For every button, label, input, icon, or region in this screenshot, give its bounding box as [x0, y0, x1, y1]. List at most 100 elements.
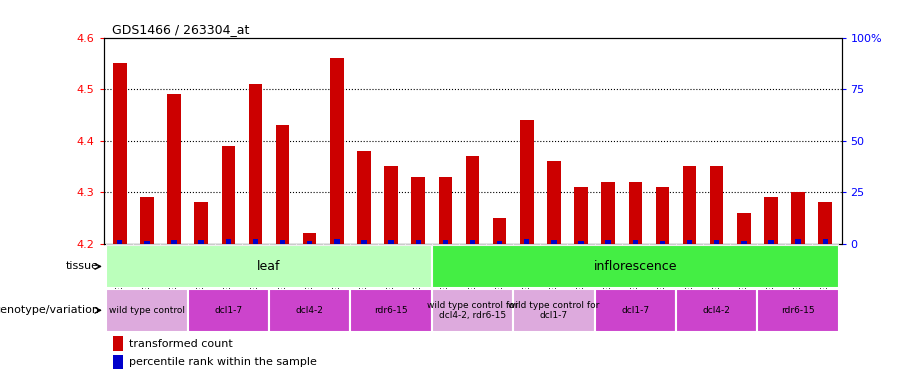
Bar — [106, 289, 187, 332]
Bar — [660, 241, 665, 244]
Bar — [275, 125, 290, 244]
Bar — [497, 241, 502, 244]
Text: inflorescence: inflorescence — [593, 260, 677, 273]
Bar — [568, 244, 595, 245]
Bar — [144, 241, 149, 244]
Text: transformed count: transformed count — [129, 339, 232, 349]
Bar — [405, 244, 432, 245]
Bar — [323, 244, 350, 245]
Bar — [248, 84, 262, 244]
Bar — [296, 244, 323, 245]
Bar — [432, 244, 459, 245]
Bar — [764, 197, 778, 244]
Bar — [676, 289, 758, 332]
Bar — [106, 244, 133, 245]
Bar — [443, 240, 448, 244]
Text: genotype/variation: genotype/variation — [0, 305, 99, 315]
Text: dcl1-7: dcl1-7 — [214, 306, 242, 315]
Bar — [117, 240, 122, 244]
Bar — [140, 197, 154, 244]
Bar — [459, 244, 486, 245]
Bar — [513, 244, 540, 245]
Bar — [307, 241, 312, 244]
Bar — [551, 240, 556, 244]
Bar — [524, 238, 529, 244]
Bar — [350, 289, 432, 332]
Bar — [187, 289, 269, 332]
Bar — [796, 238, 801, 244]
Bar — [493, 218, 507, 244]
Bar — [758, 289, 839, 332]
Bar — [389, 240, 394, 244]
Bar — [133, 244, 160, 245]
Bar — [547, 161, 561, 244]
Bar — [737, 213, 751, 244]
Bar — [785, 244, 812, 245]
Bar — [113, 63, 127, 244]
Text: GDS1466 / 263304_at: GDS1466 / 263304_at — [112, 22, 250, 36]
Text: dcl1-7: dcl1-7 — [621, 306, 650, 315]
Bar — [633, 240, 638, 244]
Bar — [112, 355, 123, 369]
Bar — [791, 192, 805, 244]
Bar — [215, 244, 242, 245]
Bar — [741, 241, 746, 244]
Text: rdr6-15: rdr6-15 — [374, 306, 408, 315]
Bar — [769, 240, 774, 244]
Bar — [823, 238, 828, 244]
Bar — [377, 244, 405, 245]
Bar — [438, 177, 452, 244]
Bar — [242, 244, 269, 245]
Bar — [334, 238, 339, 244]
Bar — [167, 94, 181, 244]
Bar — [112, 336, 123, 351]
Bar — [357, 151, 371, 244]
Bar — [683, 166, 697, 244]
Bar — [432, 289, 513, 332]
Bar — [703, 244, 730, 245]
Bar — [416, 240, 421, 244]
Bar — [622, 244, 649, 245]
Bar — [818, 202, 832, 244]
Text: wild type control for
dcl1-7: wild type control for dcl1-7 — [508, 301, 599, 320]
Bar — [384, 166, 398, 244]
Bar — [199, 240, 204, 244]
Bar — [628, 182, 642, 244]
Bar — [269, 289, 350, 332]
Bar — [253, 238, 258, 244]
Bar — [595, 244, 622, 245]
Bar — [812, 244, 839, 245]
Text: dcl4-2: dcl4-2 — [296, 306, 324, 315]
Bar — [187, 244, 215, 245]
Bar — [540, 244, 568, 245]
Bar — [350, 244, 377, 245]
Bar — [171, 240, 176, 244]
Bar — [470, 240, 475, 244]
Bar — [574, 187, 588, 244]
Bar — [676, 244, 703, 245]
Bar — [714, 240, 719, 244]
Bar — [465, 156, 480, 244]
Bar — [579, 241, 584, 244]
Text: leaf: leaf — [257, 260, 281, 273]
Bar — [655, 187, 670, 244]
Text: wild type control: wild type control — [109, 306, 184, 315]
Bar — [520, 120, 534, 244]
Bar — [330, 58, 344, 244]
Bar — [361, 240, 366, 244]
Text: percentile rank within the sample: percentile rank within the sample — [129, 357, 317, 367]
Text: wild type control for
dcl4-2, rdr6-15: wild type control for dcl4-2, rdr6-15 — [427, 301, 518, 320]
Bar — [269, 244, 296, 245]
Bar — [710, 166, 724, 244]
Text: rdr6-15: rdr6-15 — [781, 306, 815, 315]
Bar — [226, 238, 231, 244]
Bar — [411, 177, 425, 244]
Bar — [649, 244, 676, 245]
Bar — [606, 240, 611, 244]
Bar — [730, 244, 758, 245]
Bar — [758, 244, 785, 245]
Bar — [687, 240, 692, 244]
Text: dcl4-2: dcl4-2 — [703, 306, 731, 315]
Bar — [106, 245, 432, 288]
Text: tissue: tissue — [66, 261, 99, 272]
